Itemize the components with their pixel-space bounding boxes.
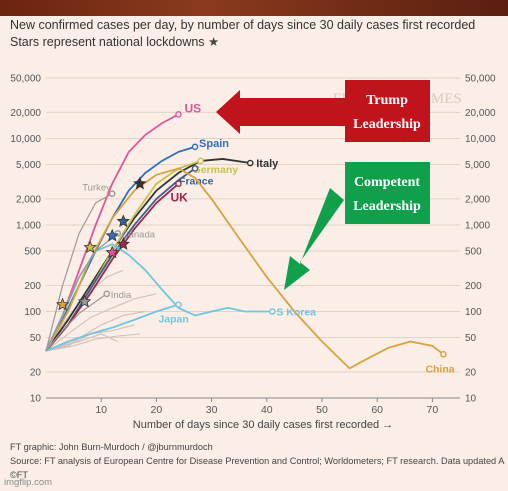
- series-label-spain: Spain: [199, 138, 229, 150]
- lockdown-star-india: [77, 294, 92, 308]
- title-line-1: New confirmed cases per day, by number o…: [10, 18, 476, 32]
- series-endpoint-japan: [175, 301, 182, 308]
- competent-callout-text-1: Competent: [354, 175, 420, 190]
- y-tick-label-right-1000: 1,000: [465, 220, 490, 231]
- series-label-japan: Japan: [158, 314, 188, 326]
- y-tick-label-left-10000: 10,000: [10, 134, 41, 145]
- series-endpoint-uk: [175, 180, 182, 188]
- footer-source: Source: FT analysis of European Centre f…: [10, 456, 505, 466]
- y-tick-label-left-5000: 5,000: [16, 160, 41, 171]
- title-line-2: Stars represent national lockdowns: [10, 35, 205, 49]
- y-tick-label-right-5000: 5,000: [465, 160, 490, 171]
- series-label-s-korea: S Korea: [276, 306, 316, 318]
- top-banner: [0, 0, 508, 16]
- y-tick-label-left-1000: 1,000: [16, 220, 41, 231]
- series-label-us: US: [184, 101, 201, 115]
- star-icon: ★: [208, 35, 220, 49]
- y-tick-label-right-200: 200: [465, 281, 482, 292]
- imgflip-watermark: imgflip.com: [4, 477, 53, 488]
- series-endpoint-turkey: [108, 190, 116, 197]
- x-tick-label-60: 60: [371, 404, 383, 416]
- lockdown-star-italy: [133, 176, 147, 190]
- y-tick-label-left-50000: 50,000: [10, 74, 41, 85]
- x-tick-label-50: 50: [316, 404, 328, 416]
- lockdown-star-france: [116, 214, 131, 228]
- series-line-uk: [45, 183, 180, 352]
- series-label-china: China: [425, 363, 454, 375]
- series-line-canada: [45, 232, 119, 352]
- y-tick-label-left-20000: 20,000: [10, 108, 41, 119]
- lockdown-star-germany: [83, 240, 97, 254]
- series-endpoint-us: [175, 111, 182, 118]
- x-tick-label-30: 30: [206, 404, 218, 416]
- y-tick-label-right-100: 100: [465, 307, 482, 318]
- trump-callout-box: [345, 80, 430, 142]
- footer-credit: FT graphic: John Burn-Murdoch / @jburnmu…: [10, 442, 213, 452]
- y-tick-label-right-2000: 2,000: [465, 194, 490, 205]
- series-label-france: France: [179, 175, 214, 187]
- background-country-line-5: [45, 333, 140, 352]
- trump-callout-arrow: [216, 90, 345, 134]
- chart-title: New confirmed cases per day, by number o…: [10, 17, 475, 51]
- series-line-s-korea: [45, 243, 273, 352]
- series-line-japan: [45, 303, 179, 352]
- trump-callout-text-2: Leadership: [353, 117, 421, 132]
- y-tick-label-left-500: 500: [24, 247, 41, 258]
- series-line-india: [45, 293, 108, 352]
- y-tick-label-left-2000: 2,000: [16, 194, 41, 205]
- series-line-turkey: [45, 193, 113, 352]
- y-tick-label-right-50000: 50,000: [465, 74, 496, 85]
- series-label-india: India: [111, 290, 132, 301]
- competent-callout-arrow: [284, 188, 344, 290]
- x-axis-label: Number of days since 30 daily cases firs…: [133, 419, 393, 431]
- x-tick-label-40: 40: [261, 404, 273, 416]
- series-endpoint-spain: [191, 143, 199, 151]
- series-endpoint-china: [440, 350, 447, 358]
- series-line-italy: [45, 158, 251, 352]
- series-endpoint-france: [191, 165, 199, 172]
- trump-callout-text-1: Trump: [366, 93, 408, 108]
- series-endpoint-germany: [197, 157, 204, 165]
- y-tick-label-right-50: 50: [465, 333, 477, 344]
- competent-callout-box: [345, 162, 430, 224]
- series-label-germany: Germany: [193, 164, 239, 176]
- series-line-china: [45, 167, 444, 370]
- y-tick-label-left-20: 20: [30, 367, 42, 378]
- y-tick-label-left-200: 200: [24, 281, 41, 292]
- series-label-canada: Canada: [122, 229, 156, 240]
- y-tick-label-right-10000: 10,000: [465, 134, 496, 145]
- x-tick-label-20: 20: [151, 404, 163, 416]
- series-label-italy: Italy: [256, 158, 279, 170]
- series-endpoint-s-korea: [269, 308, 276, 315]
- series-endpoint-india: [103, 290, 111, 298]
- y-tick-label-left-100: 100: [24, 307, 41, 318]
- competent-callout-text-2: Leadership: [353, 199, 421, 214]
- x-tick-label-10: 10: [95, 404, 107, 416]
- series-label-turkey: Turkey: [82, 183, 111, 194]
- lockdown-star-spain: [105, 228, 119, 242]
- y-tick-label-right-20000: 20,000: [465, 108, 496, 119]
- y-tick-label-left-50: 50: [30, 333, 42, 344]
- series-line-us: [45, 113, 179, 352]
- lockdown-star-uk: [116, 237, 131, 250]
- background-country-line-4: [45, 293, 157, 352]
- x-tick-label-70: 70: [427, 404, 439, 416]
- y-tick-label-left-10: 10: [30, 394, 42, 405]
- lockdown-star-china: [55, 297, 70, 311]
- y-tick-label-right-10: 10: [465, 394, 477, 405]
- series-endpoint-italy: [246, 159, 254, 167]
- footer-extra: ©FT: [10, 470, 28, 480]
- series-line-spain: [45, 145, 196, 352]
- series-label-uk: UK: [170, 191, 188, 205]
- lockdown-star-us: [105, 245, 119, 259]
- background-country-line-0: [45, 310, 146, 352]
- y-tick-label-right-500: 500: [465, 247, 482, 258]
- y-tick-label-right-20: 20: [465, 367, 477, 378]
